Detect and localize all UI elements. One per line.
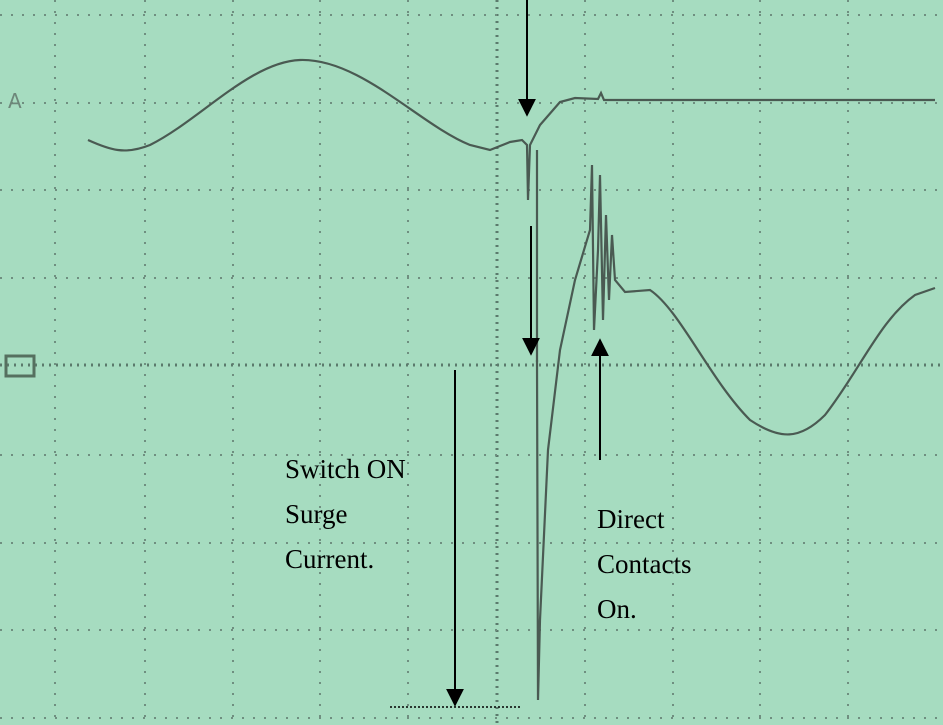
annotation: Current. (285, 544, 374, 574)
screen (0, 0, 943, 725)
scope-photo: A Switch ON Surge Current. Direct Contac… (0, 0, 943, 725)
page: A Switch ON Surge Current. Direct Contac… (0, 0, 943, 725)
channel-marker: A (8, 89, 22, 113)
annotation: Direct (597, 504, 665, 534)
annotation: Contacts (597, 549, 692, 579)
annotation: On. (597, 594, 637, 624)
annotation: Surge (285, 499, 348, 529)
annotation: Switch ON (285, 454, 406, 484)
